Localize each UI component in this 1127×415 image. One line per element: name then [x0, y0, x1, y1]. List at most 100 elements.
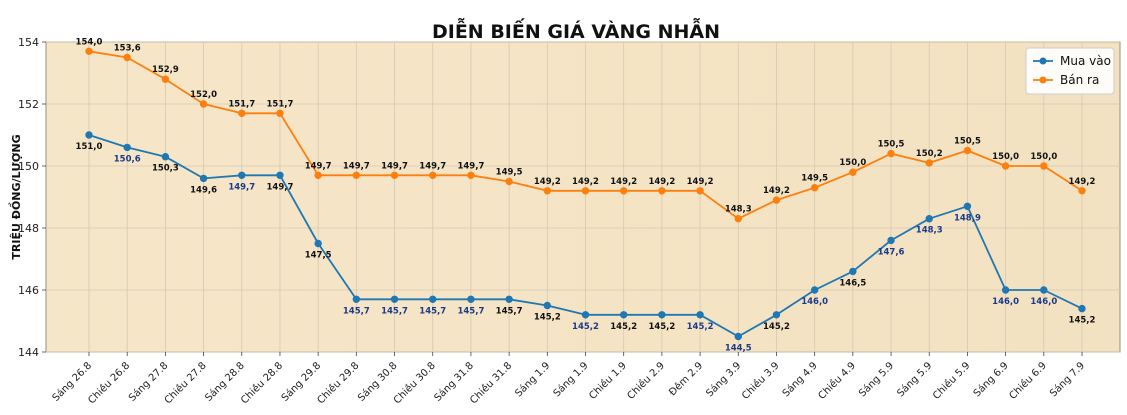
data-point: [543, 301, 552, 310]
data-point: [734, 215, 742, 223]
data-label: 150,0: [992, 152, 1019, 162]
data-point: [619, 187, 628, 195]
data-labels: 151,0 150,6 150,3 149,6 149,7 149,7 147,5 145,7…: [76, 37, 1096, 353]
legend-label-ban-ra: Bán ra: [1060, 73, 1099, 87]
y-tick-label: 150: [18, 160, 39, 173]
data-point: [658, 187, 666, 195]
y-tick-label: 144: [18, 346, 39, 359]
data-label: 145,2: [572, 322, 599, 332]
data-point: [199, 174, 208, 183]
data-label: 144,5: [725, 344, 752, 354]
data-point: [161, 153, 170, 161]
x-tick-label: Chiều 2.9: [625, 360, 667, 402]
plot-area: [45, 41, 1121, 353]
data-point: [887, 149, 895, 158]
data-label: 149,5: [801, 174, 828, 184]
data-label: 149,5: [496, 168, 523, 178]
data-point: [429, 295, 437, 303]
data-point: [314, 171, 322, 180]
data-label: 151,0: [76, 142, 103, 152]
data-point: [199, 100, 208, 108]
data-label: 149,2: [1069, 177, 1096, 187]
data-point: [123, 53, 131, 62]
data-point: [238, 171, 246, 180]
data-point: [276, 171, 284, 180]
data-label: 149,2: [648, 177, 675, 187]
data-label: 145,2: [1069, 316, 1096, 326]
x-tick-label: Chiều 3.9: [739, 360, 781, 402]
data-label: 145,2: [687, 322, 714, 332]
data-point: [276, 109, 284, 118]
data-label: 145,7: [343, 306, 370, 316]
data-label: 150,5: [878, 140, 905, 150]
legend: Mua vào Bán ra: [1025, 47, 1115, 95]
data-point: [238, 109, 246, 118]
data-point: [1001, 286, 1010, 294]
data-label: 145,7: [496, 306, 523, 316]
y-tick-label: 152: [18, 98, 39, 111]
legend-marker-mua-vao: [1039, 57, 1047, 65]
data-point: [1001, 162, 1010, 170]
x-tick-label: Chiều 5.9: [930, 360, 972, 402]
x-tick-label: Đêm 2.9: [666, 360, 705, 399]
data-point: [505, 295, 513, 303]
y-axis-ticks: 144 146 148 150 152 154: [18, 36, 46, 359]
x-tick-label: Sáng 3.9: [704, 360, 744, 400]
data-label: 150,6: [114, 154, 141, 164]
data-point: [887, 236, 895, 245]
data-label: 149,2: [687, 177, 714, 187]
x-tick-label: Sáng 7.9: [1047, 360, 1087, 400]
data-label: 146,0: [992, 297, 1019, 307]
legend-label-mua-vao: Mua vào: [1060, 54, 1111, 68]
data-point: [696, 311, 704, 319]
data-point: [849, 267, 857, 276]
data-label: 149,7: [267, 182, 294, 192]
data-label: 151,7: [228, 99, 255, 109]
x-tick-label: Chiều 1.9: [587, 360, 629, 402]
data-point: [467, 295, 475, 303]
data-point: [1078, 187, 1086, 195]
data-point: [505, 177, 513, 186]
data-label: 148,3: [725, 205, 752, 215]
data-point: [1040, 286, 1048, 294]
data-label: 145,7: [457, 306, 484, 316]
data-label: 152,0: [190, 90, 217, 100]
data-label: 149,7: [305, 161, 332, 171]
data-point: [810, 286, 819, 294]
data-point: [543, 187, 552, 195]
data-point: [85, 131, 93, 139]
y-tick-label: 154: [18, 36, 39, 49]
data-point: [772, 311, 781, 319]
data-label: 152,9: [152, 65, 179, 75]
data-point: [352, 295, 361, 303]
x-tick-label: Sáng 6.9: [971, 360, 1011, 400]
data-label: 149,7: [457, 161, 484, 171]
data-point: [429, 171, 437, 180]
legend-box: [1025, 47, 1115, 95]
data-point: [581, 187, 590, 195]
data-point: [161, 75, 170, 83]
data-label: 145,2: [763, 322, 790, 332]
x-tick-label: Sáng 5.9: [856, 360, 896, 400]
data-point: [85, 47, 93, 55]
data-label: 145,7: [419, 306, 446, 316]
data-point: [963, 146, 972, 155]
legend-marker-ban-ra: [1039, 76, 1047, 84]
data-point: [467, 171, 475, 180]
data-point: [849, 168, 857, 176]
data-label: 145,2: [610, 322, 637, 332]
x-tick-label: Chiều 6.9: [1007, 360, 1049, 402]
data-point: [390, 295, 399, 303]
data-label: 146,5: [839, 278, 866, 288]
data-label: 147,5: [305, 251, 332, 261]
data-point: [925, 215, 933, 223]
data-label: 149,2: [572, 177, 599, 187]
data-point: [658, 311, 666, 319]
data-label: 149,6: [190, 185, 217, 195]
x-tick-label: Sáng 4.9: [780, 360, 820, 400]
y-tick-label: 146: [18, 284, 39, 297]
data-point: [390, 171, 399, 180]
data-point: [963, 202, 972, 211]
series-lines: [85, 47, 1086, 341]
